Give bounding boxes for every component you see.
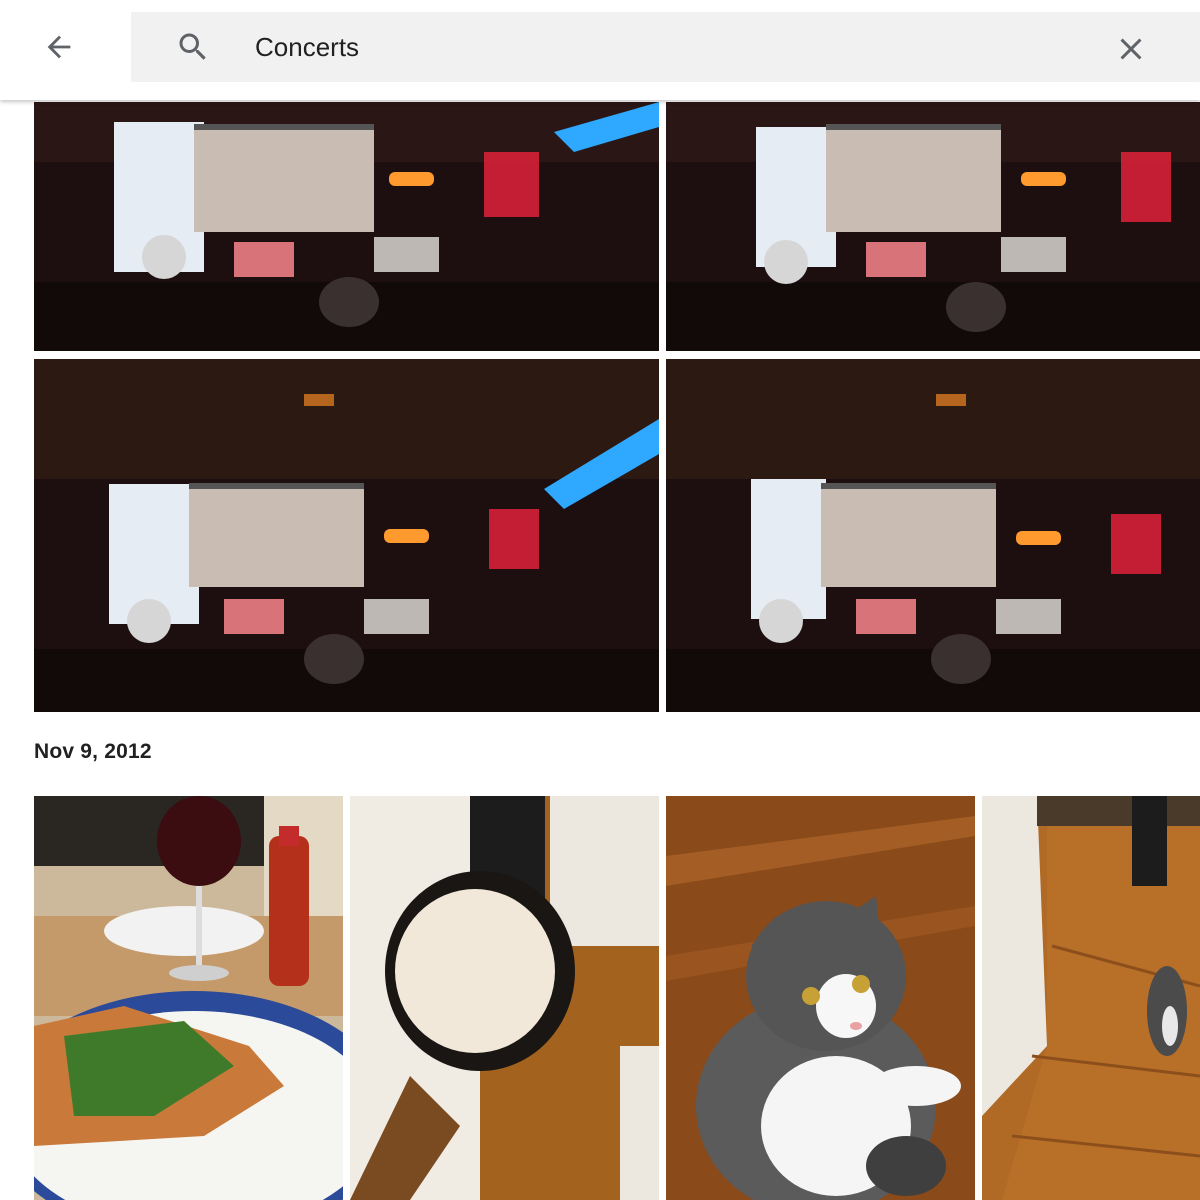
hallway-cat-photo <box>982 796 1200 1200</box>
pizza-photo <box>34 796 343 1200</box>
concert-photo <box>666 359 1200 712</box>
dough-photo <box>350 796 659 1200</box>
arrow-back-icon <box>47 35 71 59</box>
photo-thumbnail[interactable] <box>350 796 659 1200</box>
search-icon <box>179 33 206 60</box>
top-app-bar <box>0 0 1200 100</box>
photo-thumbnail[interactable] <box>666 102 1200 351</box>
section-date-header: Nov 9, 2012 <box>34 740 152 763</box>
photo-thumbnail[interactable] <box>34 796 343 1200</box>
photo-thumbnail[interactable] <box>666 796 975 1200</box>
back-button[interactable] <box>30 22 88 72</box>
search-box[interactable] <box>131 12 1200 82</box>
photo-thumbnail[interactable] <box>982 796 1200 1200</box>
photo-thumbnail[interactable] <box>666 359 1200 712</box>
concert-photo <box>34 102 659 351</box>
photo-thumbnail[interactable] <box>34 359 659 712</box>
cat-photo <box>666 796 975 1200</box>
close-icon <box>1120 38 1142 60</box>
search-input[interactable] <box>255 24 1075 70</box>
clear-search-button[interactable] <box>1111 29 1151 69</box>
photo-thumbnail[interactable] <box>34 102 659 351</box>
concert-photo <box>34 359 659 712</box>
concert-photo <box>666 102 1200 351</box>
